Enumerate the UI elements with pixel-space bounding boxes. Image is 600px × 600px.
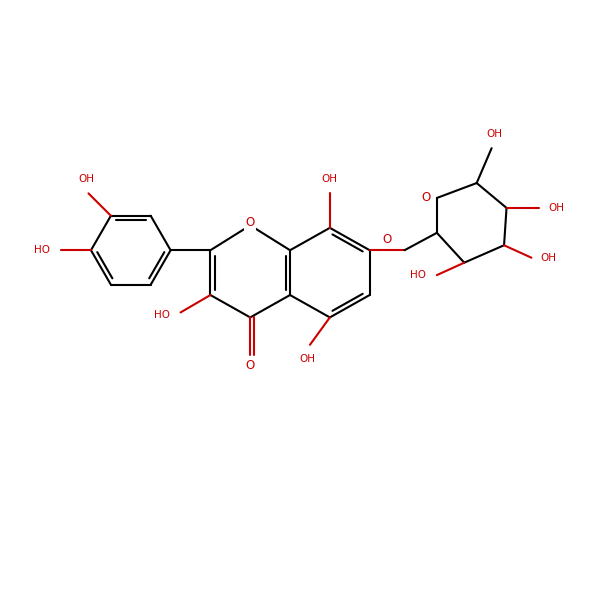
Text: O: O <box>245 217 255 229</box>
Text: OH: OH <box>299 354 316 364</box>
Text: HO: HO <box>410 270 426 280</box>
Text: OH: OH <box>322 174 338 184</box>
Text: O: O <box>382 233 392 246</box>
Text: OH: OH <box>486 129 502 139</box>
Text: OH: OH <box>548 203 565 213</box>
Text: HO: HO <box>34 245 50 255</box>
Text: OH: OH <box>541 253 557 263</box>
Text: O: O <box>245 359 255 372</box>
Text: O: O <box>421 191 431 205</box>
Text: HO: HO <box>154 310 170 320</box>
Text: OH: OH <box>78 175 94 184</box>
